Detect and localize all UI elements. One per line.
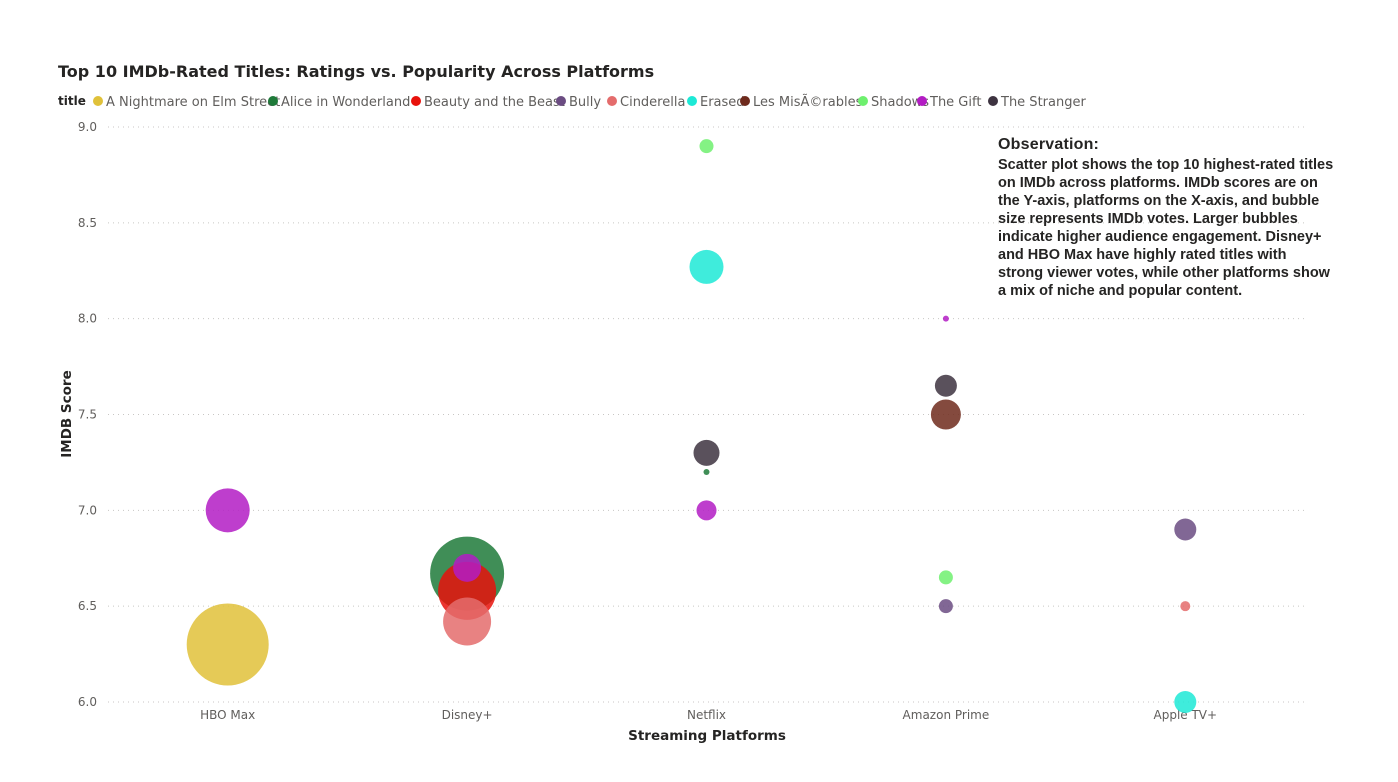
bubble-point	[703, 469, 710, 475]
legend-marker	[740, 96, 750, 106]
bubble-point	[938, 599, 953, 614]
chart-title: Top 10 IMDb-Rated Titles: Ratings vs. Po…	[58, 62, 654, 81]
bubble-point	[699, 139, 714, 154]
x-tick-label: Apple TV+	[1154, 708, 1218, 722]
observation-annotation: Observation: Scatter plot shows the top …	[998, 136, 1368, 300]
bubble-layer	[186, 139, 1197, 713]
bubble-point	[453, 553, 482, 582]
bubble-point	[693, 439, 720, 466]
bubble-point	[942, 315, 949, 322]
legend-item-label: Cinderella	[620, 95, 685, 110]
bubble-point	[689, 249, 724, 284]
y-tick-label: 6.0	[78, 695, 97, 709]
x-tick-label: Netflix	[687, 708, 726, 722]
x-tick-label: Amazon Prime	[903, 708, 990, 722]
legend-item-label: A Nightmare on Elm Street	[106, 95, 280, 110]
legend-item-label: Alice in Wonderland	[281, 95, 410, 110]
observation-line: strong viewer votes, while other platfor…	[998, 265, 1330, 281]
x-tick-label: HBO Max	[200, 708, 255, 722]
bubble-point	[205, 488, 250, 533]
observation-line: the Y-axis, platforms on the X-axis, and…	[998, 193, 1320, 209]
observation-line: a mix of niche and popular content.	[998, 283, 1243, 299]
legend-marker	[556, 96, 566, 106]
observation-line: size represents IMDb votes. Larger bubbl…	[998, 211, 1298, 227]
y-tick-label: 7.5	[78, 408, 97, 422]
bubble-point	[1174, 518, 1197, 541]
y-tick-label: 7.0	[78, 503, 97, 517]
legend-item-label: The Stranger	[1000, 95, 1086, 110]
legend-item-label: The Gift	[929, 95, 981, 110]
legend-item-label: Erased	[700, 95, 745, 110]
bubble-point	[443, 597, 492, 646]
bubble-point	[1174, 691, 1197, 713]
legend-marker	[988, 96, 998, 106]
legend-marker	[607, 96, 617, 106]
bubble-point	[696, 500, 717, 521]
legend-item-label: Beauty and the Beast	[424, 95, 565, 110]
legend-marker	[268, 96, 278, 106]
y-tick-label: 8.5	[78, 216, 97, 230]
x-tick-label: Disney+	[442, 708, 493, 722]
legend-title: title	[58, 94, 86, 108]
legend-item-label: Les MisÃ©rables	[753, 94, 863, 110]
legend-marker	[858, 96, 868, 106]
legend: title A Nightmare on Elm Street Alice in …	[58, 94, 1086, 110]
bubble-point	[938, 570, 953, 585]
bubble-point	[934, 374, 957, 397]
legend-marker	[917, 96, 927, 106]
x-axis-title: Streaming Platforms	[628, 728, 786, 744]
bubble-point	[930, 399, 961, 430]
observation-line: Scatter plot shows the top 10 highest-ra…	[998, 157, 1334, 173]
legend-item-label: Bully	[569, 95, 601, 110]
y-axis: 6.0 6.5 7.0 7.5 8.0 8.5 9.0	[78, 120, 97, 709]
bubble-point	[1180, 601, 1191, 612]
legend-marker	[411, 96, 421, 106]
observation-line: indicate higher audience engagement. Dis…	[998, 229, 1322, 245]
legend-item-label: Shadows	[871, 95, 929, 110]
y-tick-label: 8.0	[78, 312, 97, 326]
y-tick-label: 6.5	[78, 599, 97, 613]
legend-marker	[93, 96, 103, 106]
bubble-point	[186, 603, 269, 686]
y-axis-title: IMDB Score	[59, 370, 75, 457]
observation-line: and HBO Max have highly rated titles wit…	[998, 247, 1287, 263]
x-axis: HBO Max Disney+ Netflix Amazon Prime Apple T…	[200, 708, 1217, 722]
legend-marker	[687, 96, 697, 106]
observation-line: on IMDb across platforms. IMDb scores ar…	[998, 175, 1318, 191]
y-tick-label: 9.0	[78, 120, 97, 134]
observation-text: Scatter plot shows the top 10 highest-ra…	[998, 156, 1368, 300]
observation-heading: Observation:	[998, 136, 1100, 153]
